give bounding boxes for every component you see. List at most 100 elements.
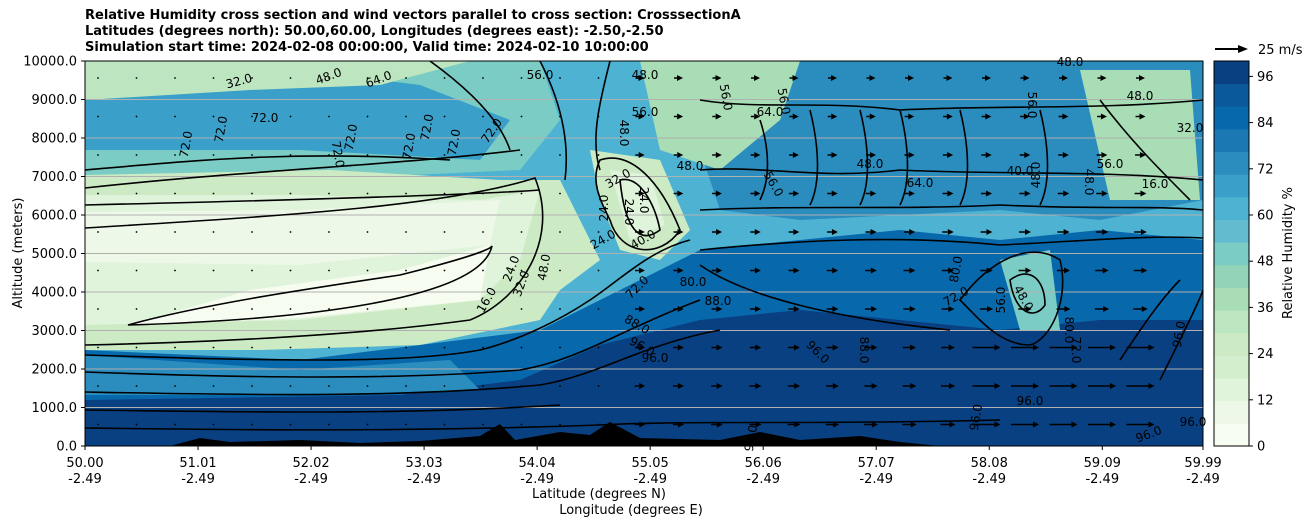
contour-label: 72.0 [342, 123, 360, 152]
wind-vector-head [716, 267, 723, 274]
wind-vector-head [1023, 113, 1030, 120]
wind-vector [405, 308, 407, 310]
wind-vector [251, 231, 253, 233]
wind-vector [328, 346, 330, 349]
wind-vector [97, 269, 99, 272]
y-tick-label: 7000.0 [32, 170, 78, 185]
wind-vector [289, 423, 292, 426]
contour-label: 16.0 [1142, 177, 1169, 191]
y-tick-label: 1000.0 [32, 401, 78, 416]
y-tick-label: 6000.0 [32, 209, 78, 224]
wind-vector-head [754, 75, 760, 81]
wind-vector-head [794, 421, 801, 428]
wind-vector [520, 231, 523, 233]
wind-vector [366, 346, 369, 349]
contour-label: 72.0 [445, 128, 463, 157]
wind-vector [559, 115, 561, 118]
wind-vector-head [793, 344, 800, 351]
wind-vector [520, 308, 523, 310]
wind-vector [174, 77, 176, 79]
contour-label: 24.0 [597, 195, 611, 222]
contour-label: 80.0 [680, 275, 707, 289]
contour-label: 96.0 [1170, 320, 1188, 349]
wind-vector-head [871, 421, 878, 428]
colorbar-band [1214, 196, 1249, 221]
wind-vector [443, 269, 446, 272]
wind-vector-head [831, 152, 838, 158]
wind-vector-head [677, 190, 684, 197]
wind-vector-head [832, 344, 839, 351]
wind-vector-head [754, 113, 761, 120]
x-tick-label-lat: 50.00 [66, 456, 103, 471]
wind-vector [366, 115, 369, 118]
wind-vector-head [986, 267, 993, 274]
wind-vector-head [793, 190, 800, 197]
wind-vector-head [870, 190, 877, 197]
wind-vector-head [948, 344, 955, 351]
colorbar-band [1214, 310, 1249, 334]
contour-label: 96.0 [642, 351, 669, 365]
wind-vector-head [638, 267, 645, 274]
wind-vector [366, 154, 369, 156]
wind-vector [251, 346, 253, 349]
wind-vector-head [1101, 190, 1108, 197]
wind-vector [405, 77, 407, 79]
wind-vector [482, 346, 484, 349]
wind-vector-head [1141, 267, 1148, 274]
wind-vector-head [985, 75, 991, 81]
wind-vector-head [1102, 229, 1109, 235]
wind-vector-head [1100, 113, 1107, 120]
wind-vector-head [947, 229, 954, 235]
wind-vector [520, 423, 523, 426]
wind-vector [251, 77, 253, 79]
contour-label: 24.0 [622, 199, 636, 226]
wind-vector [212, 77, 215, 79]
wind-vector [597, 269, 600, 272]
wind-vector [520, 154, 523, 156]
colorbar-band [1214, 355, 1249, 379]
x-tick-label-lat: 52.02 [292, 456, 329, 471]
contour-label: 64.0 [907, 176, 934, 190]
contour-label: 56.0 [717, 83, 735, 112]
wind-vector [443, 308, 446, 310]
wind-vector-head [639, 421, 646, 428]
wind-vector [135, 115, 138, 118]
wind-vector [174, 192, 176, 195]
wind-vector-head [638, 113, 645, 120]
wind-vector [212, 154, 215, 156]
wind-vector-head [870, 229, 877, 235]
wind-vector [328, 269, 330, 272]
wind-vector-head [1110, 421, 1116, 428]
contour-label: 96.0 [742, 424, 760, 453]
wind-vector-head [1064, 306, 1071, 312]
wind-vector [289, 192, 292, 195]
x-tick-label-lon: -2.49 [68, 472, 102, 487]
y-tick-label: 10000.0 [23, 55, 77, 70]
x-axis: 50.00-2.4951.01-2.4952.02-2.4953.03-2.49… [66, 446, 1222, 487]
wind-vector-head [1140, 190, 1147, 197]
wind-vector-head [831, 229, 838, 235]
wind-vector [366, 423, 369, 426]
wind-vector [482, 385, 484, 387]
wind-vector-head [1063, 229, 1070, 235]
wind-vector-head [716, 344, 723, 351]
wind-vector-head [677, 344, 684, 351]
wind-vector-head [716, 383, 723, 389]
wind-vector-head [833, 421, 840, 428]
wind-vector [328, 154, 330, 156]
y-gridlines [85, 99, 1203, 408]
contour-label: 88.0 [705, 294, 732, 308]
wind-vector [559, 346, 561, 349]
colorbar-tick-label: 36 [1257, 301, 1274, 316]
contour-label: 72.0 [418, 113, 436, 142]
wind-vector-head [793, 229, 800, 235]
wind-vector [597, 192, 600, 195]
wind-vector [212, 231, 215, 233]
wind-vector [135, 423, 138, 426]
wind-vector [559, 231, 561, 233]
wind-vector [251, 423, 253, 426]
contour-label: 48.0 [1082, 169, 1096, 196]
wind-vector [482, 77, 484, 79]
wind-vector-head [678, 421, 685, 428]
contour-label: 80.0 [1062, 317, 1076, 344]
